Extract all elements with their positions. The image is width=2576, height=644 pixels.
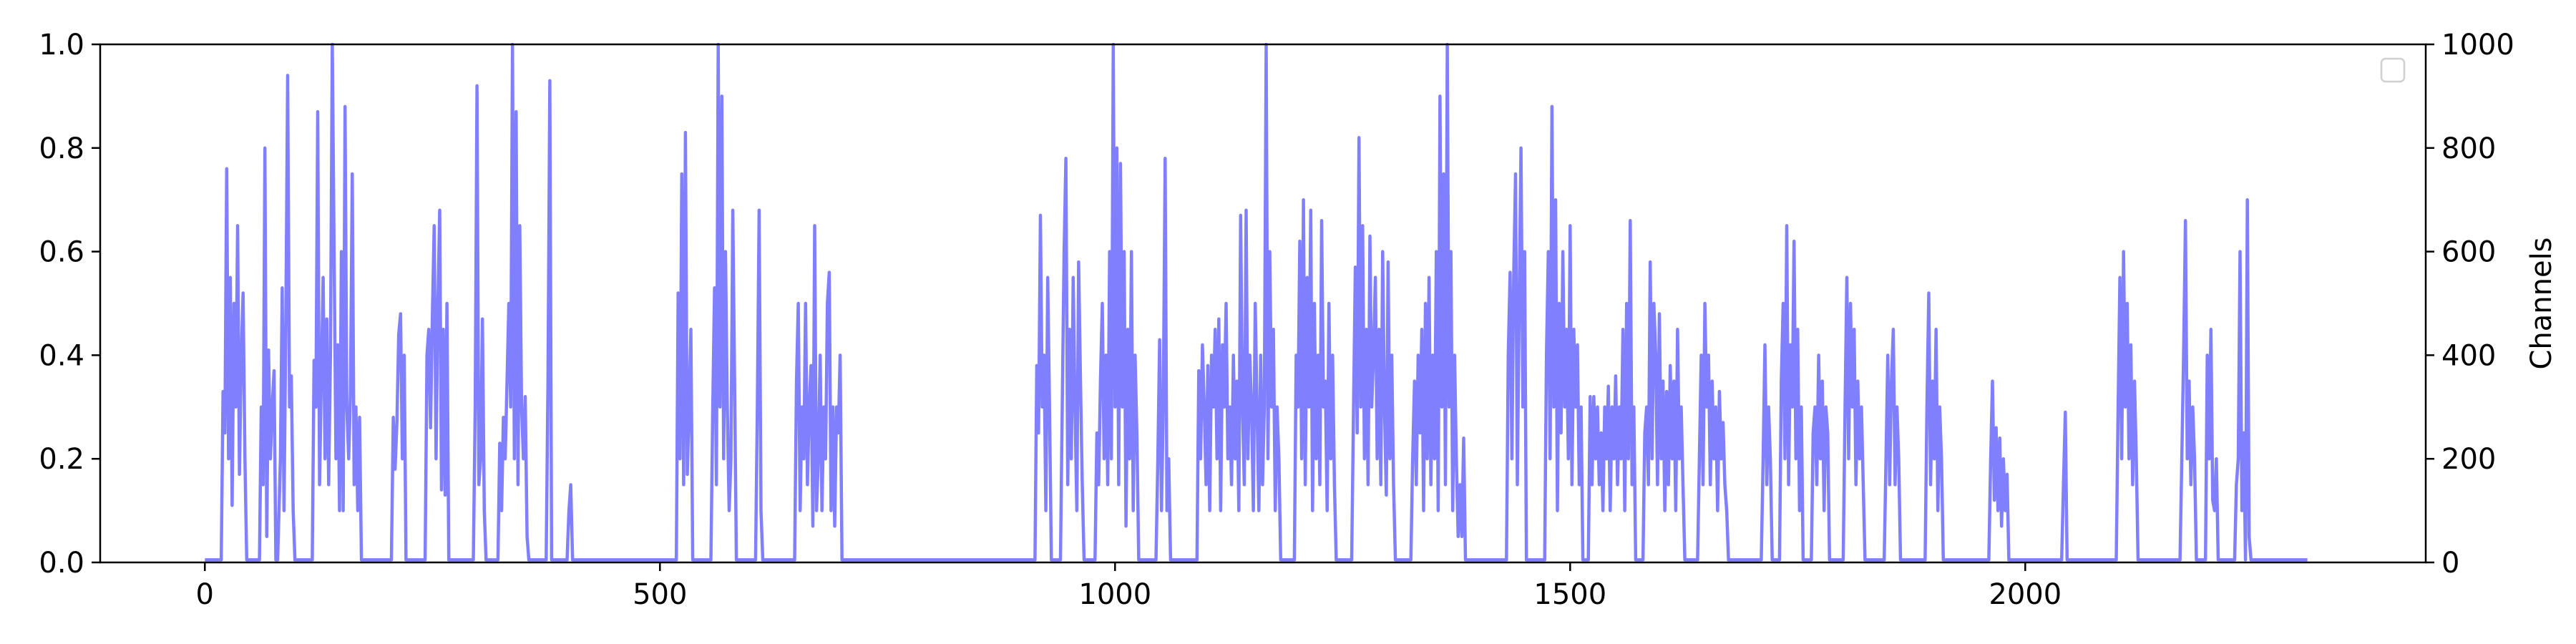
left-y-tick-label: 0.0: [39, 547, 84, 580]
x-tick-label: 1000: [1078, 578, 1151, 611]
left-y-tick-label: 0.4: [39, 339, 84, 372]
series-line-0: [205, 43, 2308, 562]
x-tick-label: 0: [196, 578, 214, 611]
x-tick-label: 500: [633, 578, 687, 611]
left-y-axis-ticks: 0.0 0.2 0.4 0.6 0.8 1.0: [39, 29, 100, 580]
left-y-tick-label: 0.6: [39, 236, 84, 269]
right-y-tick-label: 400: [2441, 339, 2496, 372]
left-y-tick-label: 0.2: [39, 443, 84, 476]
x-tick-label: 2000: [1989, 578, 2062, 611]
right-y-tick-label: 0: [2441, 547, 2459, 580]
right-y-tick-label: 200: [2441, 443, 2496, 476]
right-y-axis-ticks: 0 200 400 600 800 1000: [2426, 29, 2514, 580]
right-y-axis-label: Channels: [2525, 237, 2558, 369]
plot-area: [99, 43, 2427, 564]
right-y-tick-label: 600: [2441, 236, 2496, 269]
x-tick-label: 1500: [1533, 578, 1606, 611]
legend-box: [2380, 57, 2406, 83]
right-y-tick-label: 800: [2441, 132, 2496, 165]
x-axis-ticks: 0 500 1000 1500 2000: [196, 562, 2062, 611]
right-y-tick-label: 1000: [2441, 29, 2514, 62]
plot-frame: [99, 43, 2427, 564]
left-y-tick-label: 1.0: [39, 29, 84, 62]
left-y-tick-label: 0.8: [39, 132, 84, 165]
